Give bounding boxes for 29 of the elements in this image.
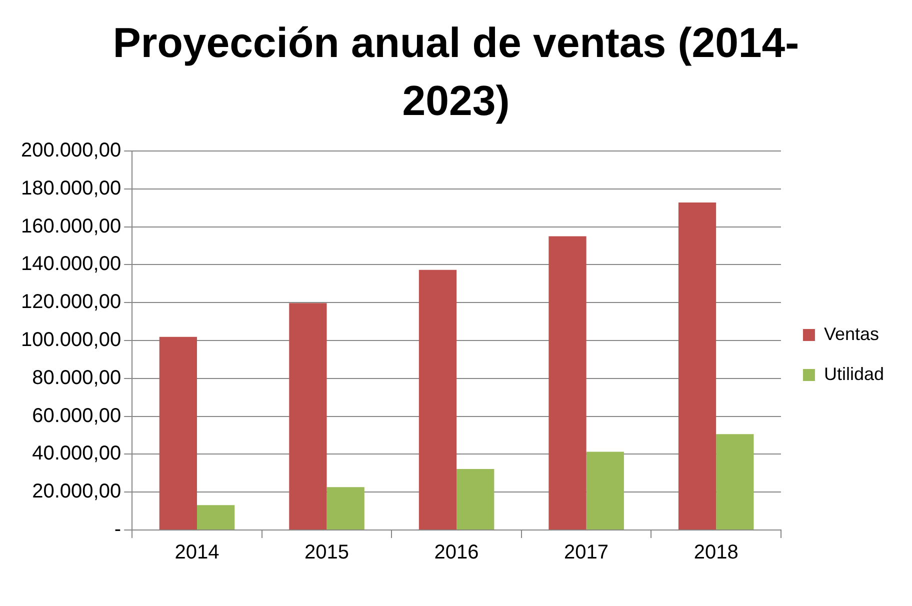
bar xyxy=(716,434,754,530)
y-tick-label: 160.000,00 xyxy=(20,215,122,238)
bar xyxy=(196,505,235,530)
chart-title: Proyección anual de ventas (2014-2023) xyxy=(112,18,800,126)
y-tick-label: 20.000,00 xyxy=(32,480,122,503)
x-tick-label: 2016 xyxy=(434,542,479,564)
y-tick-label: 120.000,00 xyxy=(20,291,122,314)
y-tick-label: 180.000,00 xyxy=(20,177,122,200)
y-tick-label: - xyxy=(114,518,122,541)
bar xyxy=(678,202,716,530)
y-tick-label: 140.000,00 xyxy=(20,253,122,276)
x-tick-label: 2018 xyxy=(694,542,738,564)
x-tick-label: 2017 xyxy=(564,542,609,564)
y-tick-label: 200.000,00 xyxy=(20,140,122,162)
y-tick-label: 40.000,00 xyxy=(32,442,122,465)
bar xyxy=(326,487,364,530)
x-tick-label: 2014 xyxy=(174,542,220,564)
bar xyxy=(586,452,624,530)
legend-label: Utilidad xyxy=(824,364,884,384)
bar xyxy=(418,270,457,530)
legend-label: Ventas xyxy=(824,324,880,344)
y-tick-label: 100.000,00 xyxy=(20,329,122,352)
x-tick-label: 2015 xyxy=(304,542,350,564)
y-tick-label: 80.000,00 xyxy=(32,366,122,389)
bar xyxy=(456,468,494,530)
bar xyxy=(548,236,586,530)
y-tick-label: 60.000,00 xyxy=(32,404,122,427)
bar xyxy=(289,303,327,530)
bar xyxy=(159,336,197,530)
